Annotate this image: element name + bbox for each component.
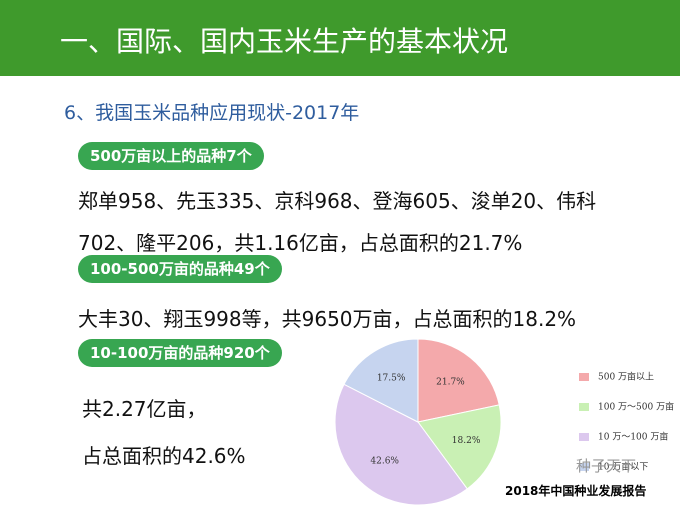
data-label: 42.6% (370, 457, 399, 467)
legend-swatch (579, 403, 589, 411)
pie-slice (417, 404, 502, 490)
body-text: 大丰30、翔玉998等，共9650万亩，占总面积的18.2% (78, 307, 577, 331)
title: 一、国际、国内玉米生产的基本状况 (60, 25, 509, 58)
badge: 10-100万亩的品种920个 (78, 339, 282, 367)
legend-swatch (579, 433, 589, 441)
badge: 100-500万亩的品种49个 (78, 255, 282, 283)
legend-label: 10 万亩以下 (598, 461, 648, 473)
data-label: 17.5% (377, 374, 406, 384)
subtitle: 6、我国玉米品种应用现状-2017年 (64, 102, 360, 124)
body-text: 郑单958、先玉335、京科968、登海605、浚单20、伟科 (78, 189, 597, 213)
legend-label: 500 万亩以上 (598, 371, 654, 383)
header-bar (0, 0, 680, 76)
pie-slice (417, 338, 500, 423)
watermark: 种子天下 (576, 457, 637, 475)
legend-label: 10 万～100 万亩 (598, 431, 668, 443)
legend-label: 100 万～500 万亩 (598, 401, 674, 413)
body-text: 702、隆平206，共1.16亿亩，占总面积的21.7% (78, 231, 523, 255)
data-label: 21.7% (436, 378, 465, 388)
data-label: 18.2% (452, 436, 481, 446)
badge: 500万亩以上的品种7个 (78, 142, 264, 170)
pie-slice (334, 383, 468, 506)
pie-slice (343, 338, 419, 423)
legend-swatch (579, 373, 589, 381)
footer: 2018年中国种业发展报告 (505, 484, 647, 498)
legend-swatch (579, 463, 589, 471)
body-text: 共2.27亿亩， (82, 397, 207, 421)
body-text: 占总面积的42.6% (82, 444, 246, 468)
